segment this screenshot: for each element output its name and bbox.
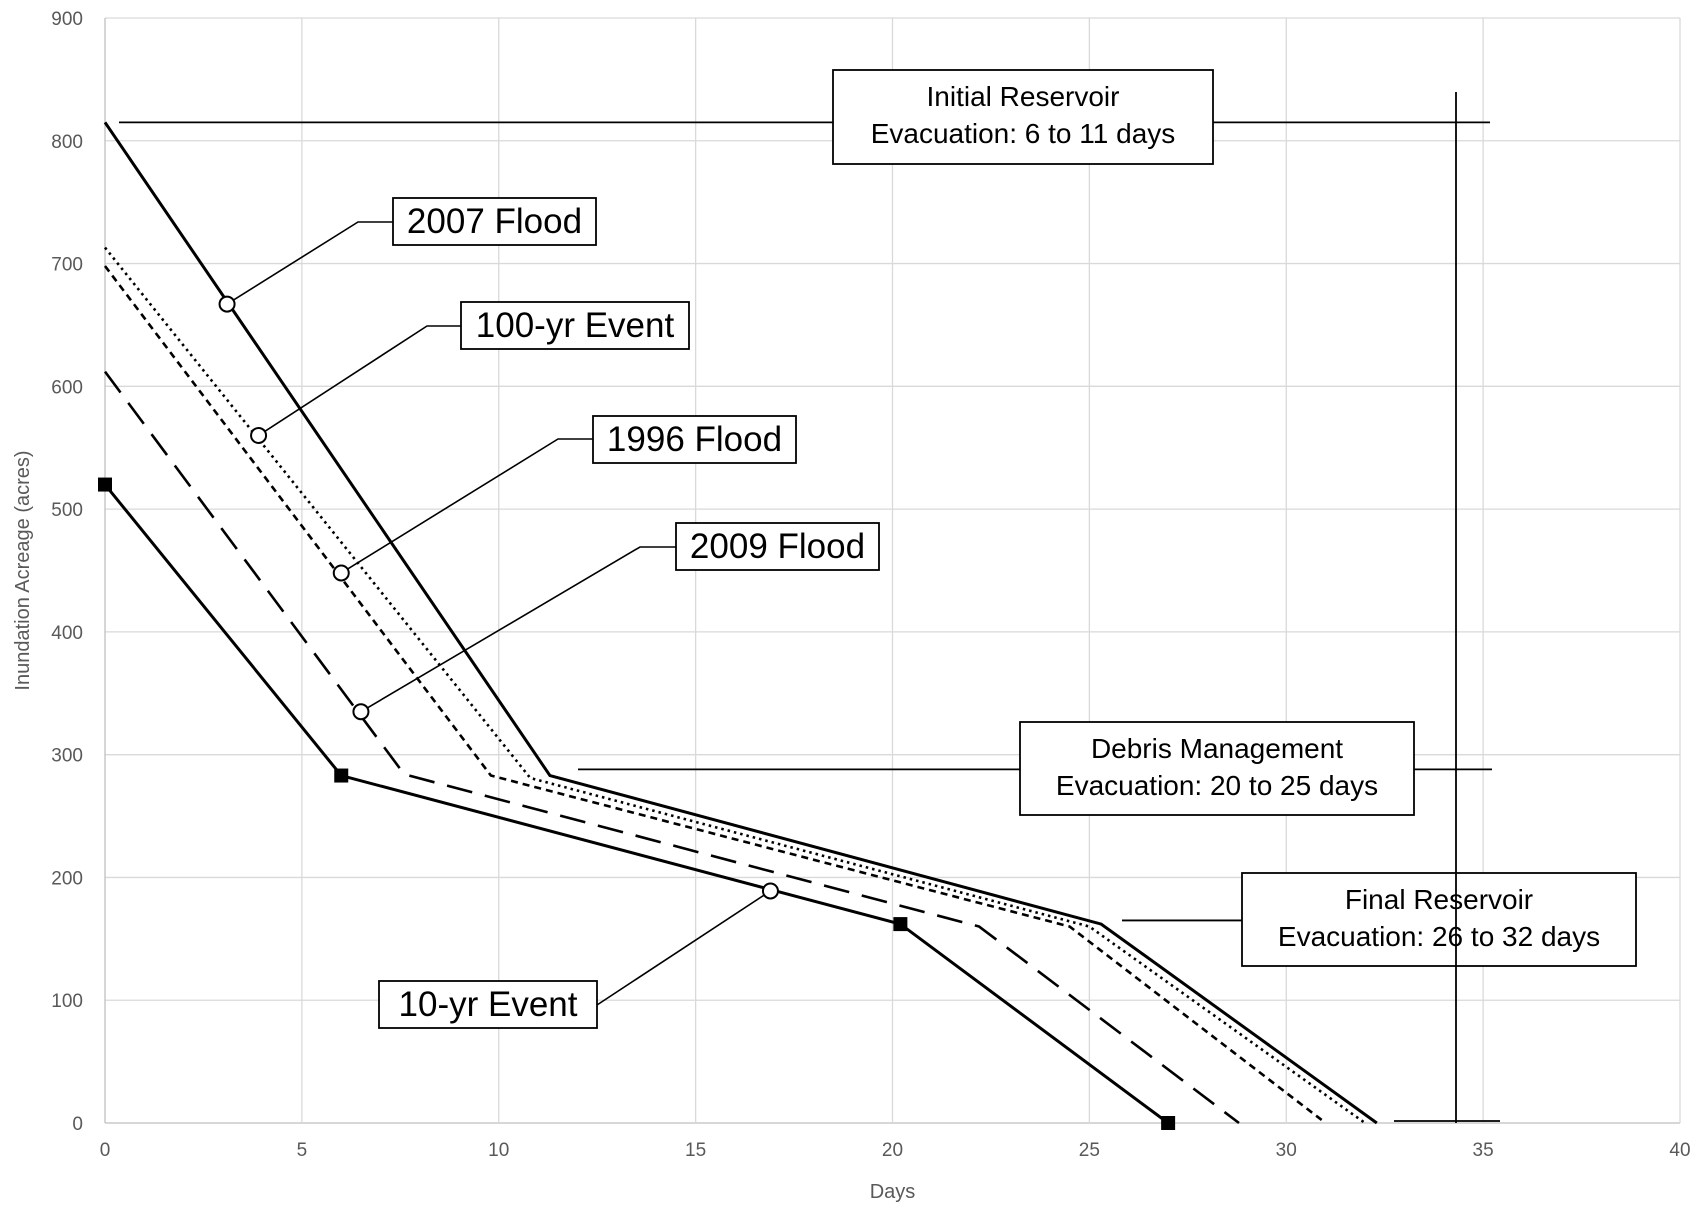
callout-box bbox=[378, 980, 598, 1029]
annotation-text: Evacuation: 26 to 32 days bbox=[1278, 921, 1600, 952]
square-marker bbox=[1161, 1116, 1176, 1130]
y-tick-label: 400 bbox=[51, 623, 83, 644]
y-tick-label: 200 bbox=[51, 868, 83, 889]
callout-box bbox=[392, 197, 597, 246]
y-tick-label: 0 bbox=[72, 1114, 83, 1135]
x-axis-title: Days bbox=[870, 1181, 916, 1203]
annotation-layer: Initial Reservoir Evacuation: 6 to 11 day… bbox=[119, 69, 1637, 1123]
series-line bbox=[103, 246, 1366, 1125]
annotation-text: Evacuation: 6 to 11 days bbox=[871, 118, 1176, 149]
series-label: 100-yr Event bbox=[476, 306, 675, 345]
y-tick-label: 500 bbox=[51, 500, 83, 521]
series-layer bbox=[98, 121, 1378, 1130]
callout-leader bbox=[226, 221, 393, 305]
marker-circle bbox=[352, 703, 370, 721]
x-tick-label: 20 bbox=[882, 1140, 903, 1161]
y-tick-label: 800 bbox=[51, 132, 83, 153]
x-tick-label: 35 bbox=[1473, 1140, 1494, 1161]
marker-circle bbox=[332, 564, 350, 582]
annotation-text: Final Reservoir bbox=[1345, 884, 1533, 915]
callout-leader bbox=[596, 890, 771, 1006]
callout-leader bbox=[360, 546, 676, 713]
series-label: 1996 Flood bbox=[607, 420, 782, 459]
y-tick-label: 300 bbox=[51, 746, 83, 767]
annotation-text: Evacuation: 20 to 25 days bbox=[1056, 770, 1378, 801]
annotation-box bbox=[1241, 872, 1637, 967]
y-tick-label: 700 bbox=[51, 255, 83, 276]
series-label: 2009 Flood bbox=[690, 527, 865, 566]
x-tick-label: 10 bbox=[488, 1140, 509, 1161]
series-label: 10-yr Event bbox=[399, 985, 578, 1024]
series-line bbox=[103, 483, 1170, 1125]
y-tick-label: 600 bbox=[51, 377, 83, 398]
series-line bbox=[103, 121, 1378, 1125]
annotation-box bbox=[832, 69, 1214, 165]
callout-box bbox=[592, 415, 797, 464]
y-tick-label: 900 bbox=[51, 9, 83, 30]
y-tick-label: 100 bbox=[51, 991, 83, 1012]
annotation-box bbox=[1019, 721, 1415, 816]
x-tick-label: 15 bbox=[685, 1140, 706, 1161]
callout-leader bbox=[340, 438, 593, 574]
square-marker bbox=[98, 477, 112, 492]
callout-box bbox=[675, 522, 880, 571]
marker-circle bbox=[218, 295, 236, 313]
tick-layer: 0 100 200 300 400 500 600 700 800 900 0 5 10 15 20 25 30… bbox=[51, 9, 1690, 1161]
series-line bbox=[103, 265, 1327, 1125]
callout-box bbox=[460, 301, 690, 350]
square-marker bbox=[334, 768, 349, 783]
y-axis-title: Inundation Acreage (acres) bbox=[12, 450, 34, 690]
series-line bbox=[103, 370, 1240, 1125]
callout-leader bbox=[258, 325, 461, 437]
x-tick-label: 25 bbox=[1079, 1140, 1100, 1161]
square-marker bbox=[893, 917, 908, 932]
marker-circle bbox=[761, 882, 779, 900]
x-tick-label: 40 bbox=[1669, 1140, 1690, 1161]
callout-layer: 2007 Flood 100-yr Event 1996 Flood 2009 Flo… bbox=[218, 197, 880, 1029]
marker-circle bbox=[250, 426, 268, 444]
series-label: 2007 Flood bbox=[407, 202, 582, 241]
annotation-text: Debris Management bbox=[1091, 733, 1343, 764]
x-tick-label: 30 bbox=[1276, 1140, 1297, 1161]
x-tick-label: 0 bbox=[100, 1140, 111, 1161]
x-tick-label: 5 bbox=[297, 1140, 308, 1161]
annotation-text: Initial Reservoir bbox=[927, 81, 1120, 112]
